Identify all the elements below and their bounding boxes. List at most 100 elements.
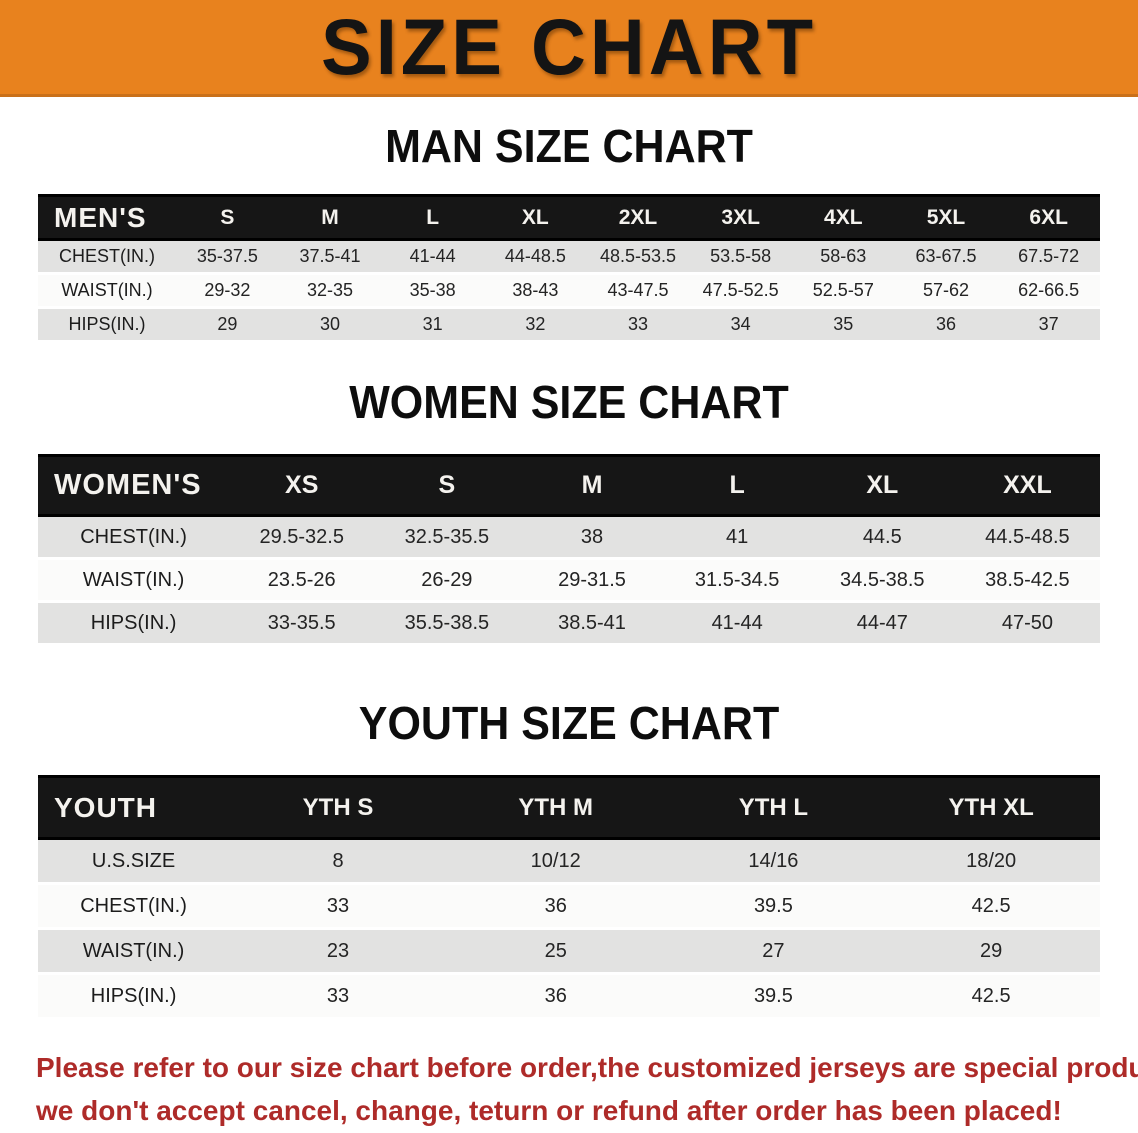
size-value-cell: 23.5-26 (229, 558, 375, 603)
size-value-cell: 26-29 (374, 558, 520, 603)
size-value-cell: 53.5-58 (689, 239, 792, 275)
measurement-row-label: HIPS(IN.) (38, 973, 230, 1020)
size-value-cell: 32 (484, 307, 587, 343)
size-value-cell: 29-31.5 (519, 558, 665, 603)
size-value-cell: 52.5-57 (791, 273, 895, 309)
size-column-header: S (374, 454, 520, 517)
size-table: YOUTH YTH S YTH M YTH L YTH XL U.S.SIZE 8 10/12… (38, 775, 1100, 1020)
size-table: MEN'S S M L XL 2XL 3XL 4XL 5XL 6XL CHEST(IN.) 35-37… (38, 194, 1100, 343)
measurement-row: HIPS(IN.) 33-35.5 35.5-38.5 38.5-41 41-44 44-… (38, 601, 1100, 646)
size-value-cell: 67.5-72 (997, 239, 1100, 275)
size-chart-banner: SIZE CHART (0, 0, 1138, 97)
measurement-row-label: CHEST(IN.) (38, 515, 230, 560)
size-value-cell: 44.5 (809, 515, 955, 560)
measurement-row: WAIST(IN.) 23 25 27 29 (38, 928, 1100, 975)
table-header-row: YOUTH YTH S YTH M YTH L YTH XL (38, 775, 1100, 840)
measurement-row: CHEST(IN.) 29.5-32.5 32.5-35.5 38 41 44.5 44.5… (38, 515, 1100, 560)
size-value-cell: 38-43 (484, 273, 587, 309)
size-value-cell: 33 (586, 307, 690, 343)
measurement-row-label: WAIST(IN.) (38, 273, 177, 309)
size-value-cell: 14/16 (664, 838, 883, 885)
men-section-heading: MAN SIZE CHART (385, 121, 753, 173)
youth-section-heading: YOUTH SIZE CHART (358, 698, 780, 750)
measurement-row: HIPS(IN.) 33 36 39.5 42.5 (38, 973, 1100, 1020)
measurement-row-label: HIPS(IN.) (38, 601, 230, 646)
youth-size-table: YOUTH YTH S YTH M YTH L YTH XL U.S.SIZE 8 10/12… (38, 775, 1100, 1020)
size-value-cell: 48.5-53.5 (586, 239, 690, 275)
size-value-cell: 33 (229, 883, 447, 930)
size-column-header: L (664, 454, 810, 517)
size-value-cell: 38.5-41 (519, 601, 665, 646)
size-value-cell: 35-38 (381, 273, 485, 309)
measurement-row: WAIST(IN.) 29-32 32-35 35-38 38-43 43-47.5 47.… (38, 273, 1100, 309)
size-value-cell: 30 (278, 307, 382, 343)
size-value-cell: 36 (894, 307, 998, 343)
size-value-cell: 41-44 (381, 239, 485, 275)
size-value-cell: 62-66.5 (997, 273, 1100, 309)
measurement-row: HIPS(IN.) 29 30 31 32 33 34 35 36 37 (38, 307, 1100, 343)
size-value-cell: 57-62 (894, 273, 998, 309)
size-value-cell: 33-35.5 (229, 601, 375, 646)
size-value-cell: 27 (664, 928, 883, 975)
size-value-cell: 8 (229, 838, 447, 885)
size-column-header: 2XL (586, 194, 690, 241)
size-value-cell: 29.5-32.5 (229, 515, 375, 560)
size-column-header: M (278, 194, 382, 241)
size-value-cell: 63-67.5 (894, 239, 998, 275)
size-column-header: YTH L (664, 775, 883, 840)
size-column-header: YTH XL (882, 775, 1100, 840)
women-size-table: WOMEN'S XS S M L XL XXL CHEST(IN.) 29.5-32.5 32.5… (38, 454, 1100, 646)
size-value-cell: 35.5-38.5 (374, 601, 520, 646)
measurement-row-label: CHEST(IN.) (38, 883, 230, 930)
size-value-cell: 32.5-35.5 (374, 515, 520, 560)
size-column-header: 6XL (997, 194, 1100, 241)
size-value-cell: 29 (882, 928, 1100, 975)
size-column-header: XS (229, 454, 375, 517)
men-size-table: MEN'S S M L XL 2XL 3XL 4XL 5XL 6XL CHEST(IN.) 35-37… (38, 194, 1100, 343)
youth-size-section: YOUTH SIZE CHART YOUTH YTH S YTH M YTH L YTH… (0, 698, 1138, 1020)
size-value-cell: 47.5-52.5 (689, 273, 792, 309)
size-value-cell: 39.5 (664, 883, 883, 930)
size-value-cell: 38.5-42.5 (954, 558, 1100, 603)
size-value-cell: 34 (689, 307, 792, 343)
size-column-header: 5XL (894, 194, 998, 241)
measurement-row: CHEST(IN.) 33 36 39.5 42.5 (38, 883, 1100, 930)
size-value-cell: 10/12 (446, 838, 665, 885)
size-value-cell: 43-47.5 (586, 273, 690, 309)
size-column-header: L (381, 194, 485, 241)
women-section-heading: WOMEN SIZE CHART (349, 377, 789, 429)
size-value-cell: 44-48.5 (484, 239, 587, 275)
women-size-section: WOMEN SIZE CHART WOMEN'S XS S M L XL XXL CHEST(… (0, 377, 1138, 646)
size-column-header: M (519, 454, 665, 517)
size-value-cell: 44.5-48.5 (954, 515, 1100, 560)
size-value-cell: 35 (791, 307, 895, 343)
size-value-cell: 35-37.5 (176, 239, 279, 275)
size-value-cell: 58-63 (791, 239, 895, 275)
measurement-row: U.S.SIZE 8 10/12 14/16 18/20 (38, 838, 1100, 885)
disclaimer-line-2: we don't accept cancel, change, teturn o… (36, 1095, 1062, 1127)
size-value-cell: 47-50 (954, 601, 1100, 646)
men-size-section: MAN SIZE CHART MEN'S S M L XL 2XL 3XL 4XL 5XL 6XL… (0, 121, 1138, 343)
size-column-header: XL (484, 194, 587, 241)
size-value-cell: 41-44 (664, 601, 810, 646)
page-title: SIZE CHART (321, 2, 817, 92)
disclaimer-line-1: Please refer to our size chart before or… (36, 1052, 1138, 1083)
size-column-header: YTH S (229, 775, 447, 840)
measurement-row: CHEST(IN.) 35-37.5 37.5-41 41-44 44-48.5 48.5… (38, 239, 1100, 275)
size-value-cell: 34.5-38.5 (809, 558, 955, 603)
measurement-row-label: CHEST(IN.) (38, 239, 177, 275)
size-value-cell: 36 (446, 973, 665, 1020)
table-header-label: WOMEN'S (38, 454, 230, 517)
size-value-cell: 33 (229, 973, 447, 1020)
size-column-header: 4XL (791, 194, 895, 241)
table-header-label: MEN'S (38, 194, 177, 241)
size-chart-body: MAN SIZE CHART MEN'S S M L XL 2XL 3XL 4XL 5XL 6XL… (0, 121, 1138, 1133)
size-value-cell: 25 (446, 928, 665, 975)
measurement-row: WAIST(IN.) 23.5-26 26-29 29-31.5 31.5-34.5 34… (38, 558, 1100, 603)
measurement-row-label: HIPS(IN.) (38, 307, 177, 343)
size-column-header: XL (809, 454, 955, 517)
measurement-row-label: U.S.SIZE (38, 838, 230, 885)
size-value-cell: 18/20 (882, 838, 1100, 885)
size-column-header: S (176, 194, 279, 241)
order-disclaimer: Please refer to our size chart before or… (0, 1046, 1138, 1133)
